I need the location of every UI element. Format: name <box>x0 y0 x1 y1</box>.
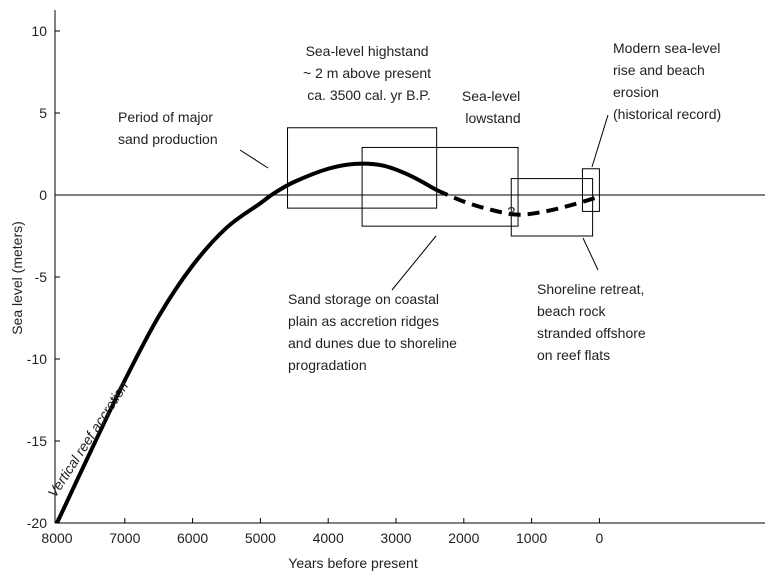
annotation-shoreline-retreat: Shoreline retreat, beach rock stranded o… <box>537 281 650 363</box>
leader-lines <box>239 114 609 291</box>
x-tick-label: 7000 <box>109 530 140 546</box>
y-tick-label: -15 <box>27 433 47 449</box>
y-tick-label: 10 <box>31 23 47 39</box>
leader-modern-rise <box>591 114 609 168</box>
annotation-sand-production: Period of major sand production <box>118 109 218 147</box>
y-tick-label: -10 <box>27 351 47 367</box>
annotation-highstand: Sea-level highstand ~ 2 m above present … <box>303 43 435 103</box>
series-layer <box>55 161 600 524</box>
x-tick-label: 3000 <box>380 530 411 546</box>
x-tick-label: 6000 <box>177 530 208 546</box>
x-tick-label: 8000 <box>41 530 72 546</box>
leader-shoreline-retreat <box>582 237 599 271</box>
x-tick-label: 5000 <box>245 530 276 546</box>
series-line-dashed <box>435 188 600 217</box>
question-mark: ? <box>507 203 515 219</box>
x-tick-label: 2000 <box>448 530 479 546</box>
period-box-3 <box>510 178 594 237</box>
leader-sand-storage <box>391 235 437 291</box>
annotation-lowstand: Sea-level lowstand <box>462 88 524 126</box>
x-tick-label: 0 <box>596 530 604 546</box>
annotation-sand-storage: Sand storage on coastal plain as accreti… <box>288 291 461 373</box>
x-tick-label: 4000 <box>313 530 344 546</box>
x-axis-title: Years before present <box>288 555 418 571</box>
y-tick-label: 0 <box>39 187 47 203</box>
period-box-4 <box>581 168 600 212</box>
series-label-reef-accretion: Vertical reef accretion <box>44 378 131 500</box>
x-tick-label: 1000 <box>516 530 547 546</box>
y-tick-label: -20 <box>27 515 47 531</box>
annotation-modern-rise: Modern sea-level rise and beach erosion … <box>613 40 724 122</box>
y-tick-label: 5 <box>39 105 47 121</box>
period-box-2 <box>361 146 519 227</box>
series-line-solid <box>55 161 438 524</box>
y-axis-title: Sea level (meters) <box>9 221 25 335</box>
y-tick-label: -5 <box>35 269 48 285</box>
period-boxes <box>287 127 600 237</box>
leader-sand-production <box>239 149 269 169</box>
